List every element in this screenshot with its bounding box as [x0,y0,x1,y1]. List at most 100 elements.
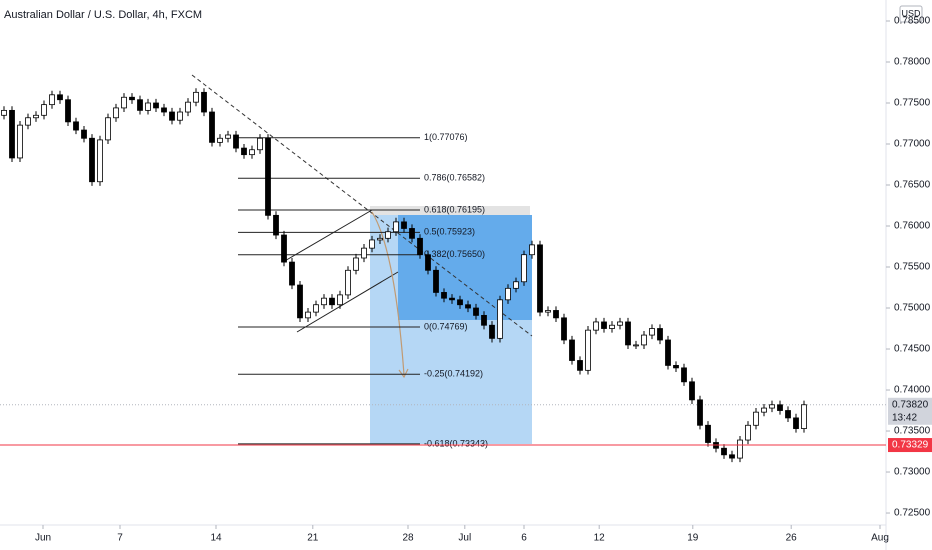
candle-body [57,94,63,101]
fib-label: 0(0.74769) [424,321,468,331]
candle-body [337,294,343,306]
x-tick-label: 6 [521,533,527,544]
candle-body [489,324,495,339]
candle-body [657,328,663,341]
candle-body [697,399,703,426]
x-tick-label: Jun [35,533,51,544]
candle-body [121,96,127,109]
stop-zone [370,206,530,215]
currency-box[interactable] [899,5,923,23]
x-tick-label: 12 [594,533,606,544]
channel-line [282,209,373,263]
x-tick-label: 28 [402,533,414,544]
candle-body [177,111,183,121]
last-price-box [888,397,932,425]
candle-body [505,287,511,301]
candle-body [793,417,799,429]
fib-label: 0.5(0.75923) [424,227,475,237]
candle-body [585,329,591,371]
candle-body [97,139,103,183]
candle-body [289,261,295,286]
x-tick-label: 14 [210,533,222,544]
candle-body [465,304,471,309]
candle-body [145,102,151,111]
candle-body [9,109,15,159]
candle-body [745,424,751,441]
candle-body [601,321,607,329]
candle-body [17,124,23,159]
candle-body [777,404,783,411]
candle-body [89,137,95,183]
candle-body [769,404,775,409]
channel-line [296,271,399,333]
candle-body [569,339,575,361]
fib-label: 0.786(0.76582) [424,173,485,183]
y-tick-label: 0.73000 [894,467,931,478]
candle-body [105,117,111,141]
candle-body [449,297,455,301]
y-tick-label: 0.74500 [894,344,931,355]
candle-body [249,149,255,156]
candle-body [417,237,423,256]
fib-label: -0.25(0.74192) [424,369,483,379]
candle-body [377,237,383,241]
candle-body [273,214,279,236]
candle-body [185,101,191,113]
drawings [191,74,533,444]
y-tick-label: 0.78000 [894,57,931,68]
alert-label: 0.73329 [892,440,929,451]
trend-line [191,74,533,337]
candle-body [617,321,623,326]
candle-body [321,297,327,306]
candle-body [729,454,735,459]
candle-body [1,109,7,116]
candle-body [49,94,55,106]
candle-body [513,281,519,289]
candle-body [553,310,559,319]
candle-body [113,107,119,119]
candle-body [81,129,87,139]
candle-body [625,321,631,346]
currency[interactable]: USD [901,8,921,18]
candle-body [361,247,367,259]
candle-body [281,234,287,263]
candle-body [425,254,431,271]
candle-body [633,344,639,347]
candle-body [497,299,503,339]
candle-body [225,134,231,139]
candle-body [441,292,447,299]
projection-arrow [371,211,405,376]
candle-body [25,117,31,126]
candle-body [521,254,527,283]
candle-body [241,147,247,156]
candle-body [33,114,39,119]
candle-body [233,134,239,149]
x-tick-label: Jul [458,533,471,544]
candle-body [473,307,479,316]
candle-body [345,269,351,296]
candle-body [681,367,687,383]
candle-body [537,244,543,313]
candle-body [41,104,47,116]
y-tick-label: 0.76000 [894,221,931,232]
arrow-head [398,368,409,379]
candle-body [753,411,759,426]
x-tick-label: 21 [307,533,319,544]
fib-label: 0.618(0.76195) [424,204,485,214]
candle-body [705,424,711,443]
candle-body [153,102,159,109]
candle-body [65,99,71,123]
fib-label: 0.382(0.75650) [424,249,485,259]
candle-body [457,299,463,306]
candle-body [609,324,615,329]
candle-body [761,407,767,413]
candle-body [689,381,695,401]
candle-body [369,239,375,249]
alert-label-box [888,438,932,453]
fib-label: -0.618(0.73343) [424,438,488,448]
y-tick-label: 0.78500 [894,16,931,27]
y-tick-label: 0.76500 [894,180,931,191]
candle-body [305,311,311,319]
y-tick-label: 0.75000 [894,303,931,314]
candle-body [401,221,407,229]
